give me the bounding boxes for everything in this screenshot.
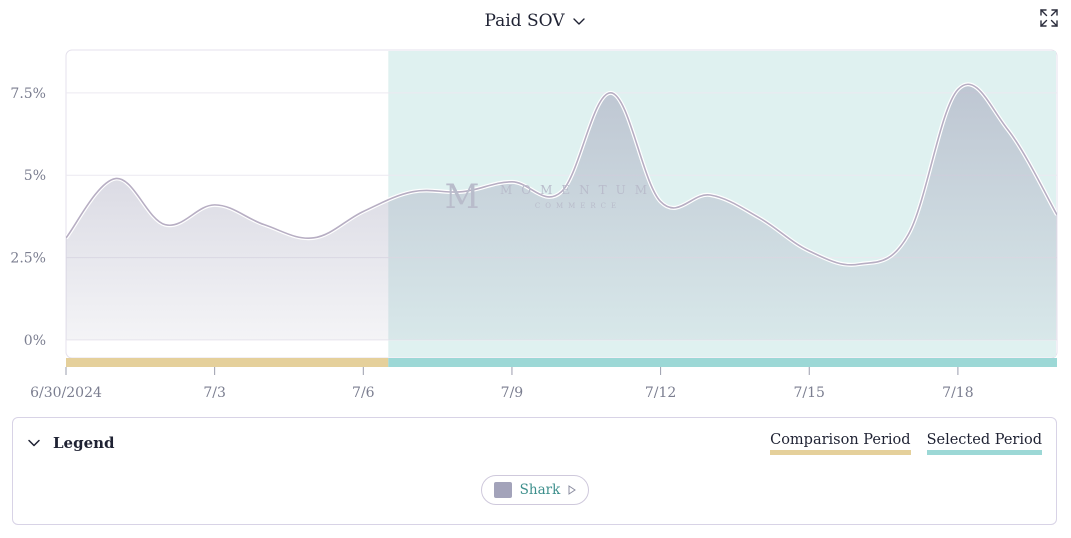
comparison-period-label: Comparison Period bbox=[770, 432, 911, 448]
selected-period-label: Selected Period bbox=[926, 432, 1042, 448]
comparison-period-swatch bbox=[770, 450, 911, 455]
area-chart[interactable]: M MOMENTUM COMMERCE 0% 2.5% 5% 7.5% 6/30/2024… bbox=[0, 40, 1071, 415]
chart-area: M MOMENTUM COMMERCE 0% 2.5% 5% 7.5% 6/30/2024… bbox=[0, 40, 1071, 415]
series-chip-label: Shark bbox=[519, 482, 561, 498]
play-triangle-icon bbox=[568, 485, 577, 495]
metric-selector[interactable]: Paid SOV bbox=[484, 11, 586, 31]
watermark-sub: COMMERCE bbox=[535, 202, 621, 210]
selected-period-swatch bbox=[926, 450, 1042, 455]
x-tick-label: 7/9 bbox=[501, 385, 524, 401]
chevron-down-icon bbox=[572, 18, 585, 25]
selected-period-bar bbox=[388, 358, 1057, 367]
watermark-brand: MOMENTUM bbox=[500, 183, 656, 197]
y-tick-label: 5% bbox=[24, 168, 46, 184]
series-area-shark[interactable] bbox=[66, 84, 1057, 340]
chart-title: Paid SOV bbox=[484, 11, 565, 31]
series-line-shark[interactable] bbox=[66, 83, 1057, 266]
series-color-swatch bbox=[493, 482, 512, 498]
y-tick-label: 2.5% bbox=[10, 251, 46, 267]
comparison-period-bar bbox=[66, 358, 389, 367]
series-chip-shark[interactable]: Shark bbox=[481, 475, 589, 505]
legend-title: Legend bbox=[53, 434, 115, 452]
expand-icon[interactable] bbox=[1039, 8, 1059, 28]
comparison-period-key: Comparison Period bbox=[770, 432, 911, 455]
period-keys: Comparison Period Selected Period bbox=[770, 432, 1042, 455]
legend-toggle[interactable]: Legend bbox=[27, 434, 115, 452]
selected-period-key: Selected Period bbox=[926, 432, 1042, 455]
y-tick-label: 7.5% bbox=[10, 86, 46, 102]
x-tick-label: 6/30/2024 bbox=[30, 385, 102, 401]
legend-panel: Legend Comparison Period Selected Period… bbox=[12, 417, 1057, 525]
x-tick-label: 7/3 bbox=[203, 385, 226, 401]
watermark-monogram: M bbox=[445, 177, 480, 217]
x-tick-label: 7/6 bbox=[352, 385, 375, 401]
y-tick-label: 0% bbox=[24, 333, 46, 349]
chevron-down-icon bbox=[28, 439, 40, 447]
x-tick-label: 7/18 bbox=[942, 385, 973, 401]
x-tick-label: 7/12 bbox=[645, 385, 676, 401]
x-tick-label: 7/15 bbox=[794, 385, 825, 401]
chart-header: Paid SOV bbox=[0, 8, 1071, 34]
